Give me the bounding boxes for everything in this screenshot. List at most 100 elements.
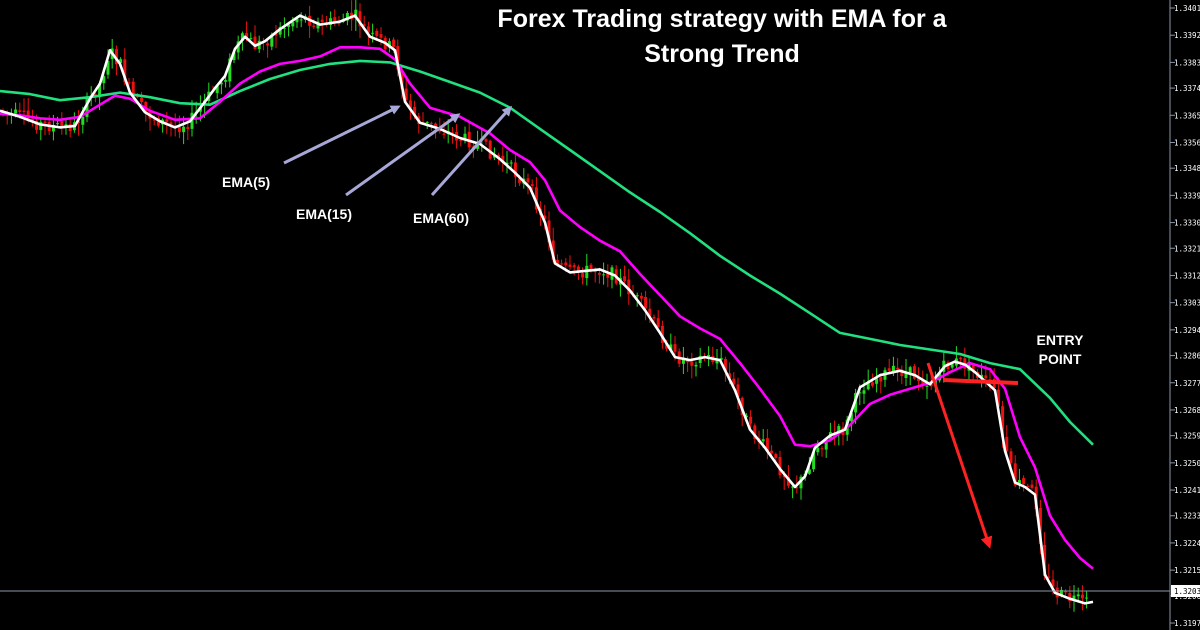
candle-bear	[1064, 591, 1068, 593]
candle-bear	[1001, 406, 1005, 437]
y-tick-label: 1.33745	[1174, 84, 1200, 93]
candle-bear	[1009, 451, 1013, 463]
candle-bear	[35, 120, 39, 130]
ema60-arrow	[430, 105, 513, 197]
y-tick-label: 1.33390	[1174, 191, 1200, 200]
y-tick-label: 1.32945	[1174, 326, 1200, 335]
candle-bull	[669, 344, 673, 351]
candle-bear	[581, 273, 585, 278]
candle-bull	[791, 486, 795, 488]
candle-bear	[379, 34, 383, 38]
y-tick-label: 1.32860	[1174, 352, 1200, 361]
candle-bull	[81, 116, 85, 125]
candle-bull	[694, 364, 698, 367]
ema15-label: EMA(15)	[296, 206, 352, 222]
candle-bear	[547, 220, 551, 243]
candle-bear	[1051, 579, 1055, 587]
candle-bear	[442, 133, 446, 135]
candle-bear	[408, 100, 412, 109]
candle-bear	[337, 23, 341, 25]
y-tick-label: 1.32680	[1174, 406, 1200, 415]
candle-bull	[1076, 594, 1080, 597]
candle-bull	[681, 357, 685, 364]
ema5-line	[0, 14, 1094, 605]
candle-bear	[135, 95, 139, 98]
candle-bear	[518, 178, 522, 183]
candle-bull	[950, 364, 954, 368]
candle-bear	[1038, 507, 1042, 544]
candle-bull	[824, 440, 828, 450]
candle-bear	[534, 187, 538, 210]
candle-bull	[635, 295, 639, 297]
candle-bull	[837, 426, 841, 434]
candle-bull	[219, 82, 223, 85]
candle-bear	[765, 438, 769, 452]
ema-lines	[0, 14, 1094, 605]
candle-bull	[1072, 595, 1076, 600]
candle-bull	[51, 125, 55, 132]
candle-bear	[568, 264, 572, 267]
candle-bull	[98, 83, 102, 98]
y-tick-label: 1.33565	[1174, 138, 1200, 147]
current-price-label: 1.32033	[1174, 587, 1200, 596]
chart-title-line-1: Forex Trading strategy with EMA for a	[497, 5, 947, 33]
ema60-line	[0, 59, 1094, 446]
candle-bull	[1017, 480, 1021, 485]
candle-bull	[492, 155, 496, 158]
candle-bear	[644, 297, 648, 309]
candle-bear	[753, 425, 757, 439]
candle-bear	[896, 367, 900, 370]
downtrend-arrow	[926, 362, 993, 549]
candle-bear	[169, 122, 173, 125]
candle-bear	[795, 487, 799, 489]
candle-bear	[770, 450, 774, 454]
candle-bear	[530, 184, 534, 186]
candle-bear	[497, 154, 501, 158]
candle-bear	[274, 33, 278, 36]
y-tick-label: 1.33035	[1174, 299, 1200, 308]
y-tick-label: 1.32150	[1174, 566, 1200, 575]
candle-bull	[329, 18, 333, 26]
candle-bull	[102, 76, 106, 84]
candle-bear	[253, 36, 257, 49]
candle-bull	[287, 24, 291, 27]
candle-bull	[509, 162, 513, 164]
candle-bear	[333, 17, 337, 23]
candle-bear	[551, 240, 555, 261]
y-tick-label: 1.33830	[1174, 58, 1200, 67]
candle-bull	[291, 21, 295, 27]
candle-bear	[774, 453, 778, 458]
candle-bear	[1026, 486, 1030, 488]
candle-bear	[623, 276, 627, 282]
candle-bull	[39, 122, 43, 131]
candle-bear	[165, 119, 169, 123]
ema15-line	[0, 45, 1094, 570]
candle-bull	[875, 378, 879, 384]
candle-bear	[639, 295, 643, 299]
candle-bear	[392, 39, 396, 47]
candle-bear	[140, 97, 144, 103]
candle-bear	[18, 110, 22, 112]
candle-bear	[114, 49, 118, 65]
candle-bull	[425, 121, 429, 123]
candle-bull	[240, 33, 244, 41]
candle-bear	[912, 366, 916, 379]
candle-bear	[543, 215, 547, 220]
y-tick-label: 1.32415	[1174, 486, 1200, 495]
candle-bear	[652, 316, 656, 319]
candle-bear	[597, 272, 601, 275]
candle-bull	[707, 354, 711, 357]
candle-bull	[715, 359, 719, 364]
candle-bull	[228, 58, 232, 82]
candle-bear	[996, 389, 1000, 407]
candle-bear	[593, 270, 597, 273]
candle-bear	[879, 377, 883, 382]
entry-point-label-line-1: ENTRY	[1037, 332, 1085, 348]
candle-bear	[673, 344, 677, 352]
candle-bear	[1043, 544, 1047, 577]
candle-bull	[345, 13, 349, 21]
y-tick-label: 1.32770	[1174, 379, 1200, 388]
candle-bear	[749, 416, 753, 424]
candle-bull	[849, 413, 853, 422]
